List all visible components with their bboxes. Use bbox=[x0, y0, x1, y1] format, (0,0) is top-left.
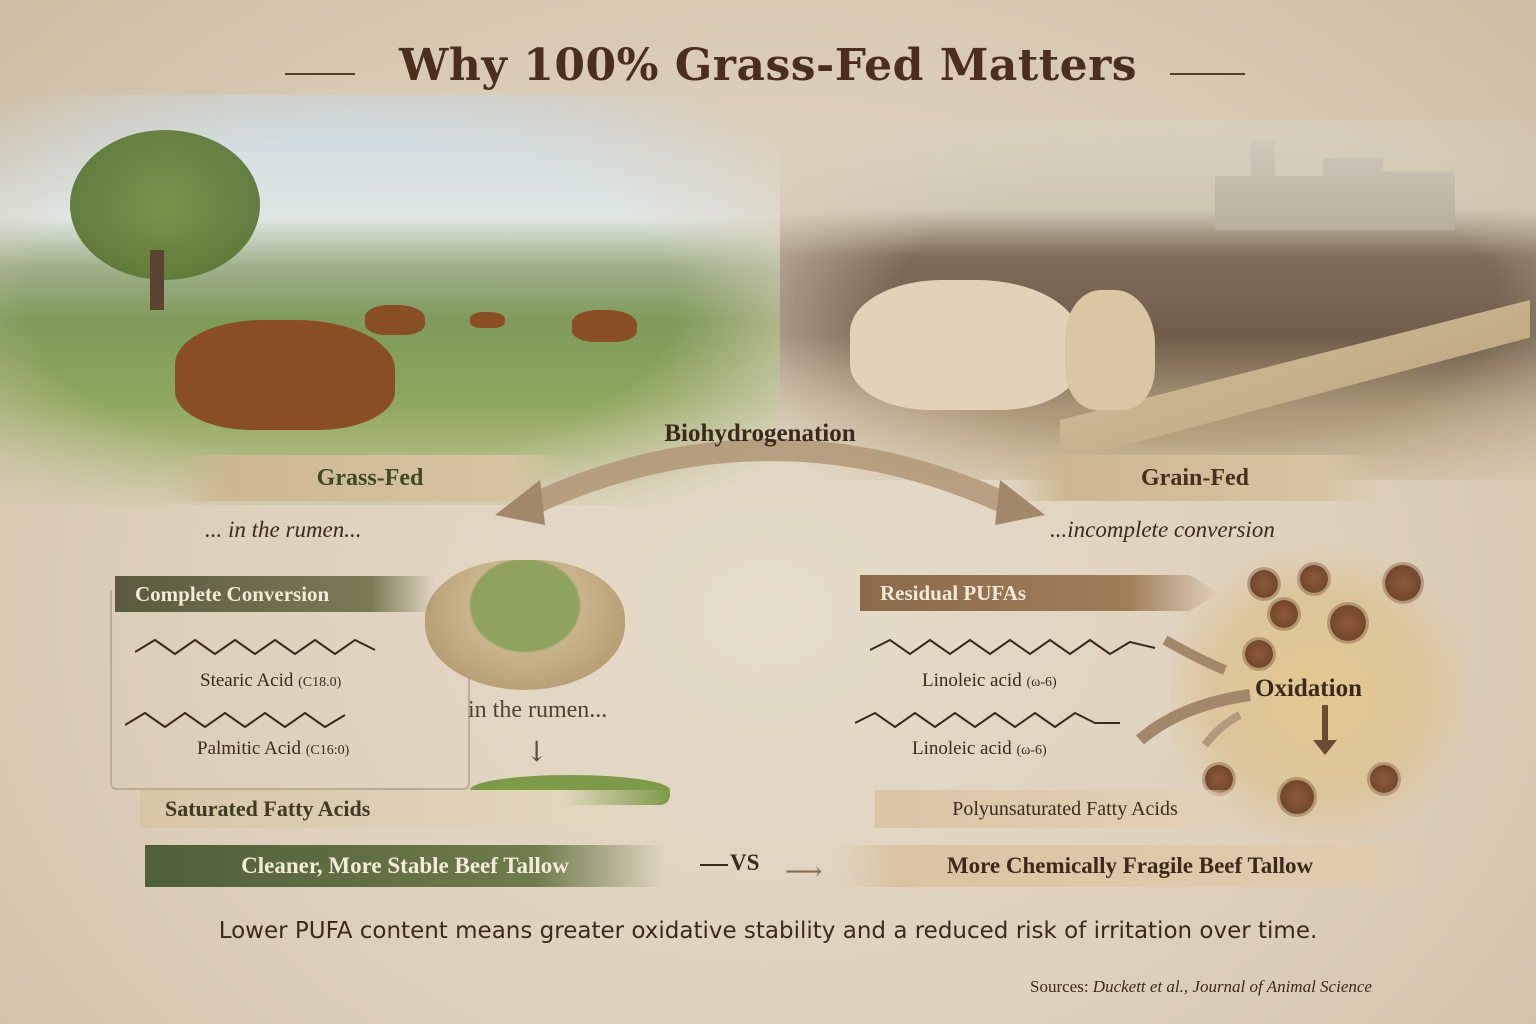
sources-label: Sources: bbox=[1030, 977, 1089, 996]
oxidation-particle-icon bbox=[1385, 565, 1421, 601]
acid-name: Palmitic Acid bbox=[197, 738, 301, 759]
process-label: Biohydrogenation bbox=[664, 420, 856, 447]
distant-cow bbox=[365, 305, 425, 335]
title-rule-right bbox=[1170, 73, 1245, 75]
palmitic-acid-molecule bbox=[125, 711, 346, 729]
right-arrow-icon: ⟶ bbox=[785, 857, 823, 887]
distant-cow bbox=[572, 310, 637, 342]
feedlot-cow-illustration bbox=[850, 280, 1080, 410]
linoleic-acid-molecule bbox=[870, 638, 1156, 656]
grain-fed-outcome-banner: More Chemically Fragile Beef Tallow bbox=[835, 845, 1425, 887]
acid-formula: (ω-6) bbox=[1026, 675, 1057, 690]
arrow-head-left bbox=[495, 480, 545, 525]
title-rule-left bbox=[285, 73, 355, 75]
left-acid-box bbox=[110, 590, 470, 790]
oxidation-particle-icon bbox=[1330, 605, 1366, 641]
acid-name: Linoleic acid bbox=[922, 670, 1022, 691]
acid-name: Linoleic acid bbox=[912, 738, 1012, 759]
oxidation-particle-icon bbox=[1245, 640, 1273, 668]
complete-conversion-ribbon: Complete Conversion bbox=[115, 576, 435, 612]
grain-fed-banner: Grain-Fed bbox=[1010, 455, 1380, 501]
oxidation-arrows bbox=[1136, 635, 1337, 755]
palmitic-acid-label: Palmitic Acid (C16:0) bbox=[197, 738, 349, 760]
oxidation-particle-icon bbox=[1280, 780, 1314, 814]
sources-text: Duckett et al., Journal of Animal Scienc… bbox=[1092, 977, 1372, 996]
feedlot-cow-illustration bbox=[1065, 290, 1155, 410]
linoleic-acid-label: Linoleic acid (ω-6) bbox=[912, 738, 1047, 760]
stearic-acid-molecule bbox=[135, 638, 376, 656]
saturated-fatty-acids-banner: Saturated Fatty Acids bbox=[140, 790, 670, 828]
rumen-illustration bbox=[425, 560, 625, 690]
oxidation-particle-icon bbox=[1370, 765, 1398, 793]
grazing-cow-illustration bbox=[175, 320, 395, 430]
residual-pufas-ribbon: Residual PUFAs bbox=[860, 575, 1220, 611]
stearic-acid-label: Stearic Acid (C18.0) bbox=[200, 670, 341, 692]
vs-dash bbox=[700, 864, 728, 866]
page-title: Why 100% Grass-Fed Matters bbox=[398, 40, 1138, 91]
grass-fed-outcome-banner: Cleaner, More Stable Beef Tallow bbox=[145, 845, 665, 887]
left-subtitle: ... in the rumen... bbox=[205, 517, 362, 542]
arrow-head-right bbox=[995, 480, 1045, 525]
oxidation-particle-icon bbox=[1205, 765, 1233, 793]
acid-formula: (C18.0) bbox=[298, 675, 342, 690]
rumen-label: in the rumen... bbox=[468, 697, 608, 723]
acid-name: Stearic Acid bbox=[200, 670, 294, 691]
distant-cow bbox=[470, 312, 505, 328]
summary-statement: Lower PUFA content means greater oxidati… bbox=[218, 918, 1318, 944]
arc-arrow-body bbox=[515, 439, 1025, 520]
linoleic-acid-label: Linoleic acid (ω-6) bbox=[922, 670, 1057, 692]
acid-formula: (ω-6) bbox=[1016, 743, 1047, 758]
down-arrow-icon: ↓ bbox=[525, 735, 549, 768]
tree-trunk bbox=[150, 250, 164, 310]
tree-illustration bbox=[70, 130, 260, 280]
oxidation-label: Oxidation bbox=[1255, 675, 1362, 702]
grass-fed-banner: Grass-Fed bbox=[170, 455, 570, 501]
oxidation-particle-icon bbox=[1300, 565, 1328, 593]
sources-citation: Sources: Duckett et al., Journal of Anim… bbox=[1030, 977, 1372, 997]
oxidation-particle-icon bbox=[1250, 570, 1278, 598]
right-subtitle: ...incomplete conversion bbox=[1050, 517, 1275, 542]
oxidation-particle-icon bbox=[1270, 600, 1298, 628]
linoleic-acid-molecule bbox=[855, 711, 1120, 729]
biohydrogenation-arrow bbox=[495, 439, 1045, 525]
acid-formula: (C16:0) bbox=[305, 743, 350, 758]
polyunsaturated-fatty-acids-banner: Polyunsaturated Fatty Acids bbox=[875, 790, 1255, 828]
vs-label: VS bbox=[730, 850, 760, 875]
